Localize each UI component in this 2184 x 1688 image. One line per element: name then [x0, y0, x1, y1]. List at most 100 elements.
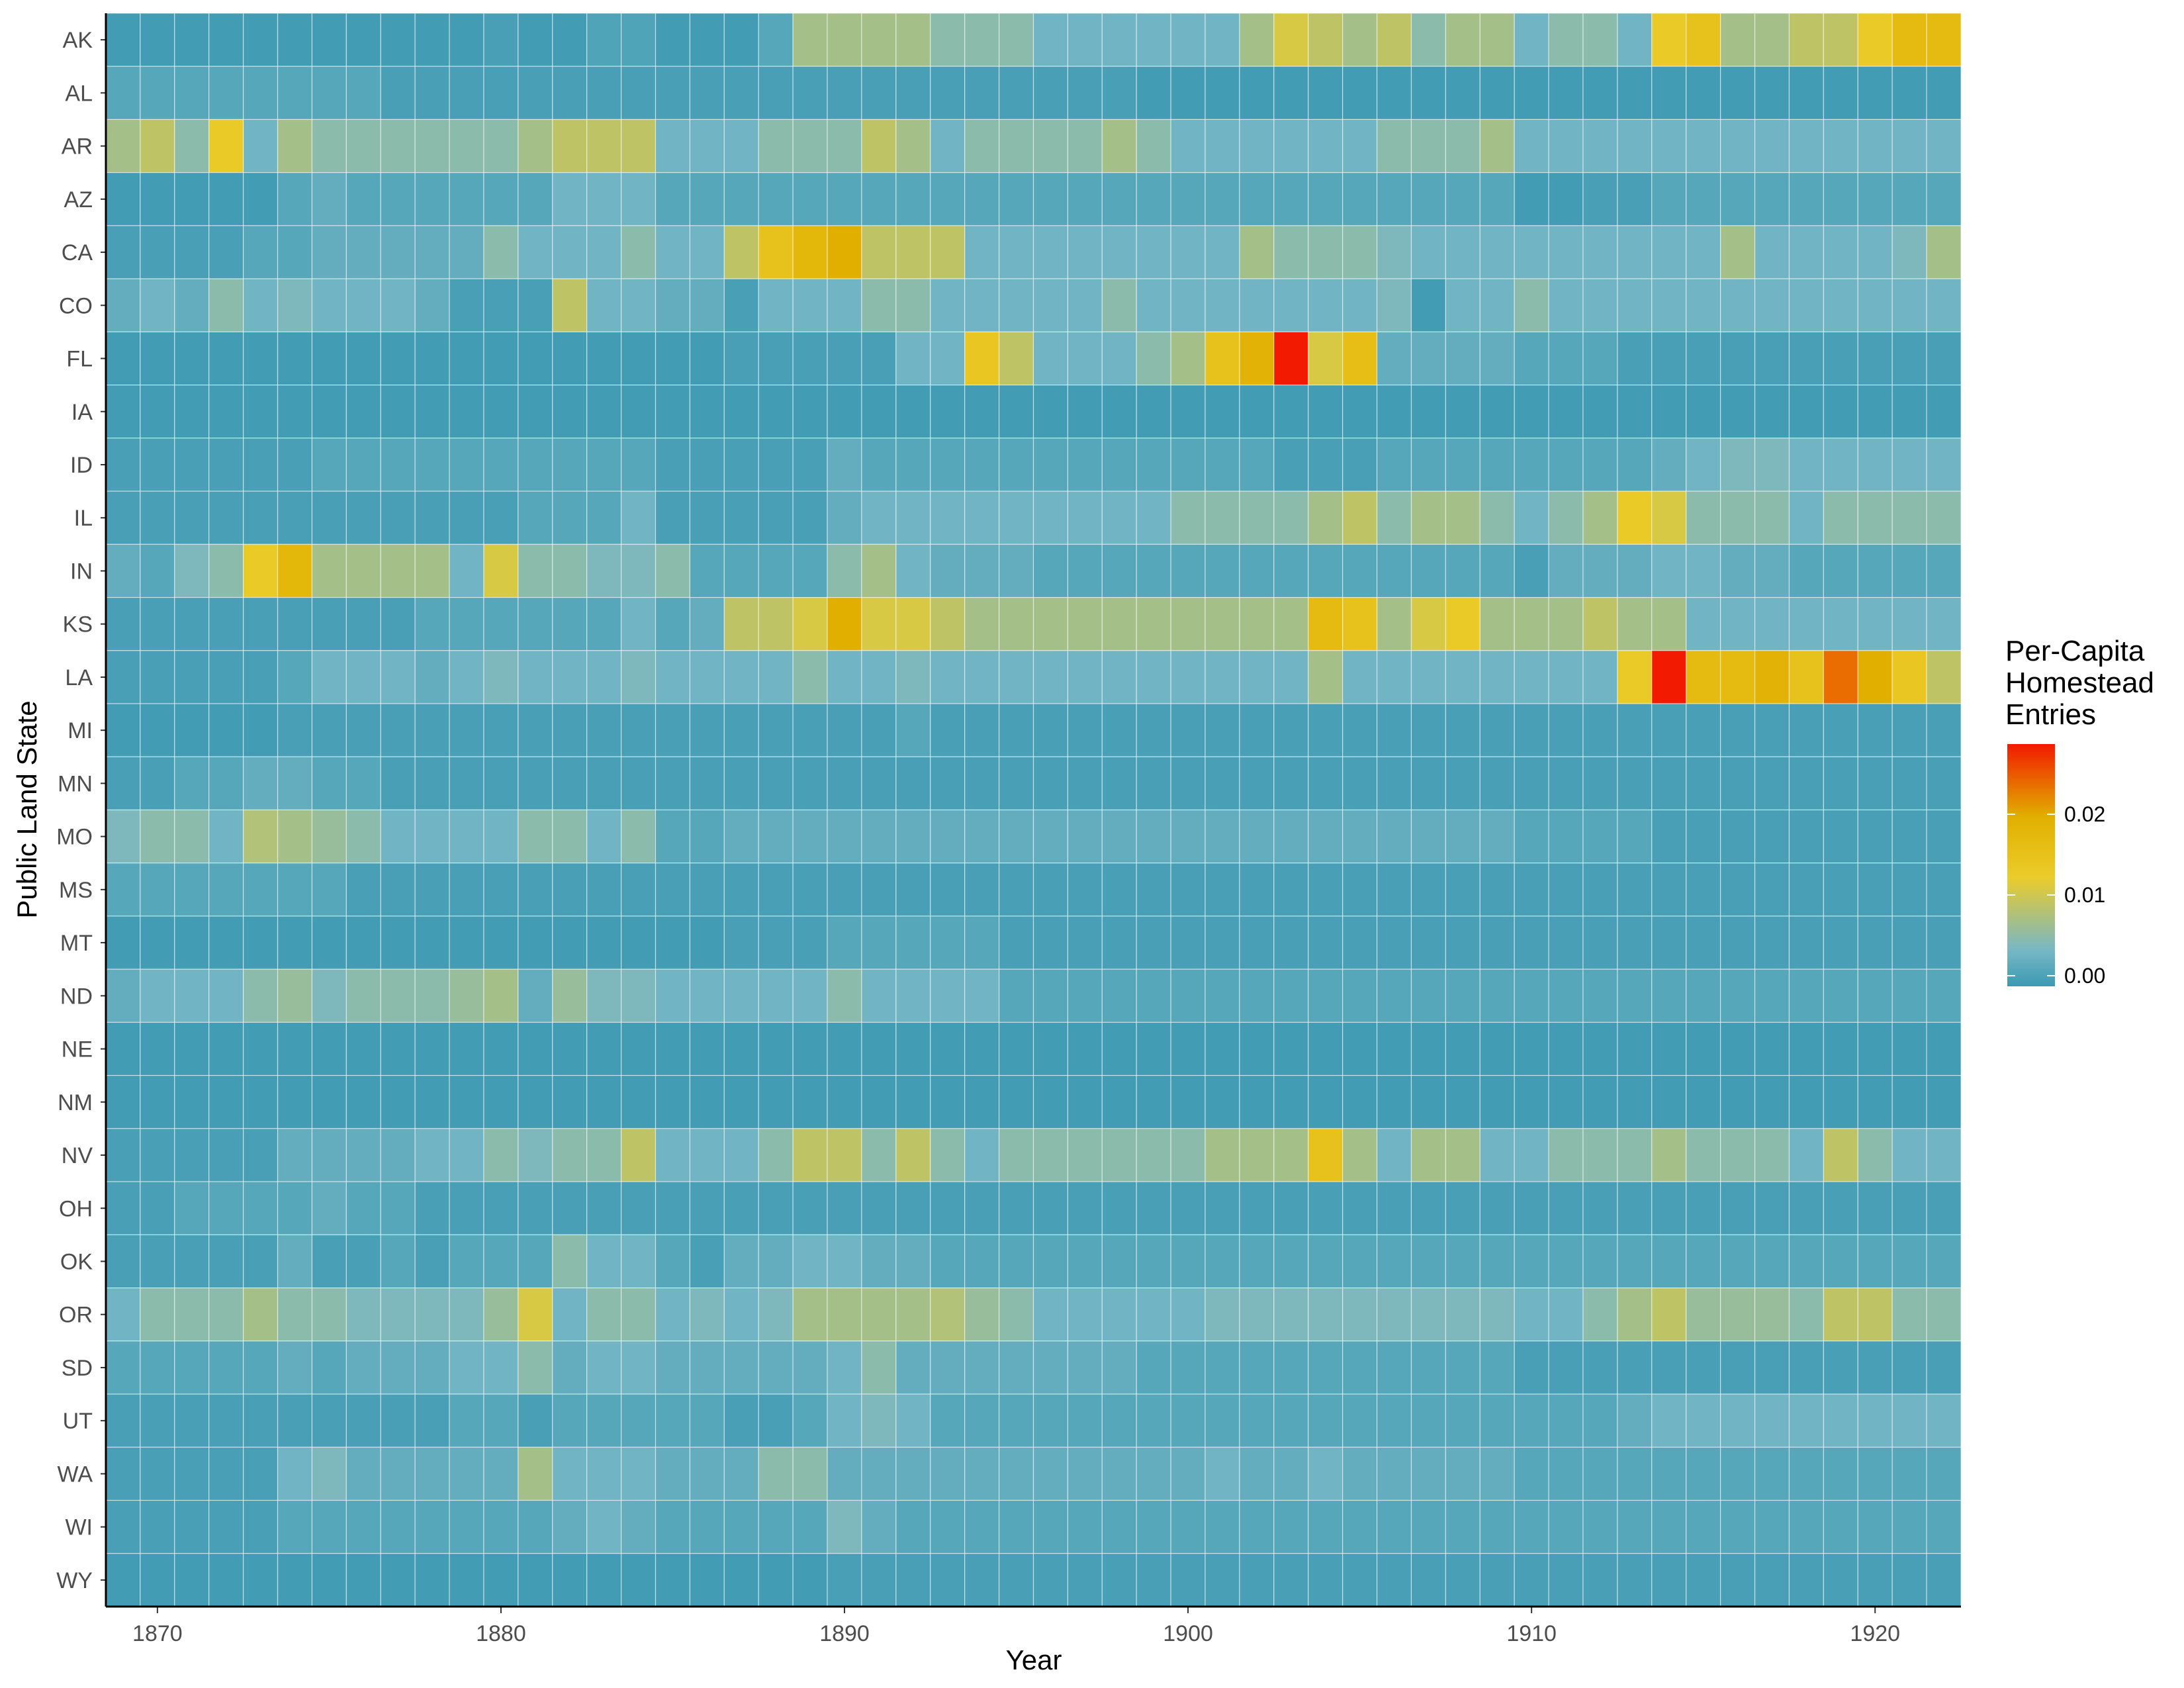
heatmap-cell-ks-1890 [827, 596, 862, 651]
heatmap-cell-id-1869 [105, 438, 141, 492]
heatmap-cell-al-1902 [1239, 66, 1275, 120]
heatmap-cell-ms-1893 [930, 863, 966, 917]
heatmap-cell-in-1909 [1479, 543, 1515, 598]
heatmap-cell-ms-1912 [1582, 863, 1618, 917]
heatmap-cell-fl-1912 [1582, 331, 1618, 386]
heatmap-cell-ut-1897 [1067, 1393, 1103, 1448]
heatmap-cell-la-1912 [1582, 650, 1618, 704]
heatmap-cell-al-1874 [277, 66, 313, 120]
heatmap-cell-wi-1869 [105, 1499, 141, 1554]
heatmap-cell-ok-1911 [1548, 1234, 1584, 1289]
heatmap-cell-fl-1892 [895, 331, 931, 386]
heatmap-cell-ks-1906 [1376, 596, 1412, 651]
heatmap-cell-ok-1905 [1342, 1234, 1378, 1289]
heatmap-cell-ms-1869 [105, 863, 141, 917]
heatmap-cell-il-1879 [449, 491, 484, 545]
heatmap-cell-al-1894 [964, 66, 1000, 120]
heatmap-cell-ca-1890 [827, 225, 862, 279]
heatmap-cell-al-1916 [1720, 66, 1756, 120]
heatmap-cell-ar-1911 [1548, 118, 1584, 173]
heatmap-cell-ak-1875 [311, 13, 347, 67]
heatmap-cell-co-1892 [895, 278, 931, 332]
heatmap-cell-la-1873 [243, 650, 279, 704]
heatmap-cell-ne-1869 [105, 1021, 141, 1076]
heatmap-cell-ar-1909 [1479, 118, 1515, 173]
heatmap-cell-il-1891 [861, 491, 897, 545]
heatmap-cell-wa-1876 [345, 1446, 381, 1501]
heatmap-cell-nd-1913 [1617, 968, 1653, 1023]
heatmap-cell-or-1906 [1376, 1287, 1412, 1342]
heatmap-cell-co-1914 [1651, 278, 1687, 332]
heatmap-cell-nm-1909 [1479, 1075, 1515, 1129]
heatmap-cell-id-1874 [277, 438, 313, 492]
y-tick-label-ak: AK [63, 28, 93, 53]
heatmap-cell-ok-1877 [380, 1234, 416, 1289]
heatmap-cell-sd-1897 [1067, 1340, 1103, 1395]
heatmap-cell-ut-1882 [552, 1393, 588, 1448]
heatmap-cell-in-1890 [827, 543, 862, 598]
heatmap-cell-ks-1882 [552, 596, 588, 651]
heatmap-cell-wy-1869 [105, 1553, 141, 1607]
heatmap-cell-fl-1870 [140, 331, 175, 386]
heatmap-cell-ks-1922 [1926, 596, 1962, 651]
heatmap-cell-ne-1874 [277, 1021, 313, 1076]
heatmap-cell-ms-1870 [140, 863, 175, 917]
heatmap-cell-ok-1917 [1754, 1234, 1790, 1289]
heatmap-cell-mi-1917 [1754, 703, 1790, 757]
heatmap-cell-id-1877 [380, 438, 416, 492]
heatmap-cell-or-1916 [1720, 1287, 1756, 1342]
heatmap-cell-oh-1882 [552, 1181, 588, 1235]
heatmap-cell-wi-1874 [277, 1499, 313, 1554]
heatmap-cell-nv-1895 [998, 1128, 1034, 1182]
heatmap-cell-mo-1874 [277, 809, 313, 864]
heatmap-cell-mo-1917 [1754, 809, 1790, 864]
heatmap-cell-sd-1874 [277, 1340, 313, 1395]
heatmap-cell-ne-1886 [689, 1021, 725, 1076]
heatmap-cell-mi-1922 [1926, 703, 1962, 757]
heatmap-cell-mi-1915 [1686, 703, 1721, 757]
heatmap-cell-or-1913 [1617, 1287, 1653, 1342]
heatmap-cell-mt-1877 [380, 915, 416, 970]
y-tick-label-ut: UT [63, 1409, 93, 1434]
heatmap-cell-sd-1869 [105, 1340, 141, 1395]
heatmap-cell-oh-1891 [861, 1181, 897, 1235]
heatmap-cell-ks-1921 [1891, 596, 1927, 651]
heatmap-cell-id-1911 [1548, 438, 1584, 492]
heatmap-cell-ms-1898 [1101, 863, 1137, 917]
heatmap-cell-nm-1875 [311, 1075, 347, 1129]
heatmap-cell-ne-1878 [414, 1021, 450, 1076]
heatmap-cell-mt-1917 [1754, 915, 1790, 970]
heatmap-cell-wy-1900 [1170, 1553, 1206, 1607]
heatmap-cell-mn-1916 [1720, 756, 1756, 811]
heatmap-cell-ia-1904 [1308, 385, 1343, 439]
heatmap-cell-ak-1899 [1136, 13, 1171, 67]
y-tick-label-ia: IA [71, 400, 93, 425]
heatmap-cell-ne-1915 [1686, 1021, 1721, 1076]
heatmap-cell-oh-1875 [311, 1181, 347, 1235]
heatmap-cell-mi-1877 [380, 703, 416, 757]
heatmap-cell-id-1881 [518, 438, 553, 492]
heatmap-cell-al-1908 [1445, 66, 1480, 120]
heatmap-cell-fl-1908 [1445, 331, 1480, 386]
heatmap-cell-mi-1870 [140, 703, 175, 757]
heatmap-cell-wy-1914 [1651, 1553, 1687, 1607]
heatmap-cell-ca-1898 [1101, 225, 1137, 279]
legend-colorbar [2007, 744, 2055, 986]
x-axis-title: Year [1006, 1644, 1062, 1675]
heatmap-cell-wa-1874 [277, 1446, 313, 1501]
heatmap-cell-al-1875 [311, 66, 347, 120]
heatmap-cell-ms-1902 [1239, 863, 1275, 917]
heatmap-cell-wi-1913 [1617, 1499, 1653, 1554]
heatmap-cell-ok-1912 [1582, 1234, 1618, 1289]
heatmap-cell-wy-1896 [1032, 1553, 1069, 1607]
heatmap-cell-ak-1869 [105, 13, 141, 67]
heatmap-cell-in-1894 [964, 543, 1000, 598]
heatmap-cell-wi-1880 [483, 1499, 519, 1554]
heatmap-cell-ms-1885 [655, 863, 691, 917]
heatmap-cell-mo-1892 [895, 809, 931, 864]
heatmap-cell-il-1920 [1857, 491, 1893, 545]
heatmap-cell-la-1902 [1239, 650, 1275, 704]
heatmap-cell-al-1883 [586, 66, 622, 120]
heatmap-cell-ar-1884 [621, 118, 657, 173]
